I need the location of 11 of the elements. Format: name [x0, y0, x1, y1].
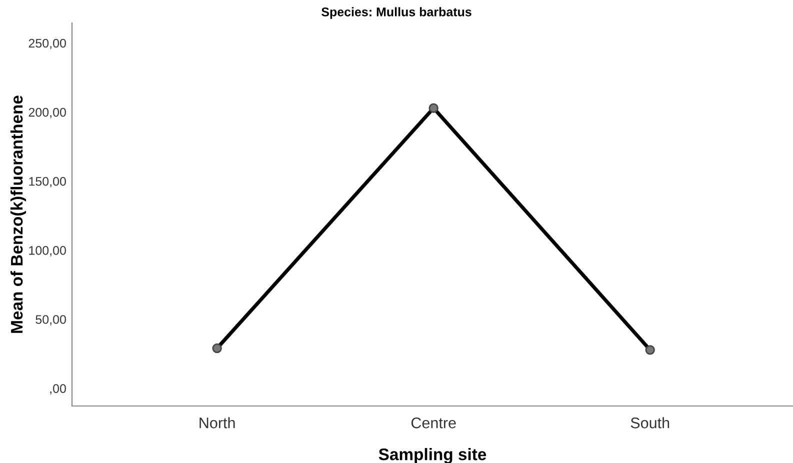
x-tick-label: North [200, 417, 235, 428]
chart-title: Species: Mullus barbatus [322, 7, 472, 19]
y-axis-title: Mean of Benzo(k)fluoranthene [10, 96, 26, 333]
y-tick-label: 50,00 [36, 315, 66, 326]
y-tick-label: 150,00 [29, 176, 66, 188]
x-tick-label: South [630, 417, 670, 428]
y-tick-label: ,00 [50, 384, 66, 394]
y-tick-label: 100,00 [29, 246, 66, 256]
x-tick-label: Centre [411, 418, 456, 428]
y-tick-label: 250,00 [28, 38, 66, 50]
y-tick-label: 200,00 [28, 108, 66, 118]
